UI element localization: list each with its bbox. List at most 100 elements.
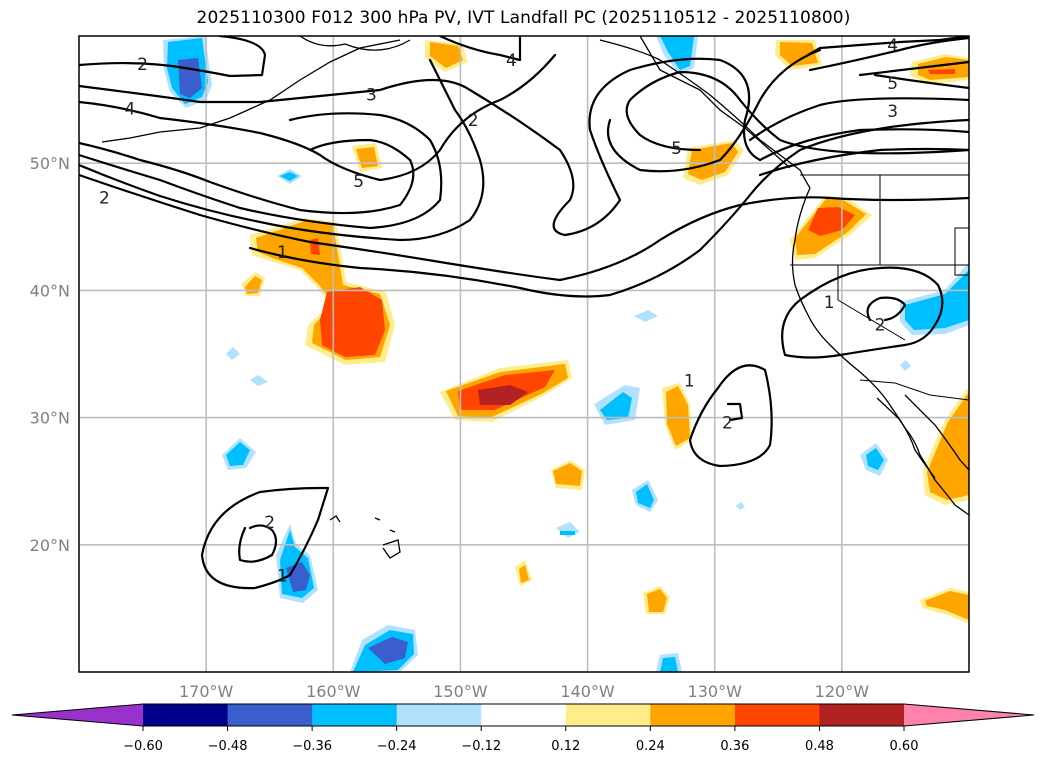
coastline (101, 39, 401, 143)
colorbar-tick-label: 0.12 (551, 739, 580, 754)
pv-contour (606, 48, 822, 173)
colorbar-extend-max (904, 704, 1034, 726)
lat-tick-label: 40°N (30, 281, 70, 300)
colorbar-segment (227, 704, 313, 726)
pv-contour (438, 36, 522, 62)
ivt-shade-p2-34 (519, 565, 529, 583)
pv-contour (688, 364, 773, 468)
pv-contour (726, 402, 744, 422)
contour-label: 1 (277, 243, 288, 263)
coastline (904, 394, 969, 471)
colorbar-tick-label: 0.60 (890, 739, 919, 754)
ivt-shade-n2-63 (660, 657, 678, 672)
lon-tick-label: 140°W (560, 682, 615, 701)
ivt-shade-n2-46 (866, 448, 884, 470)
lon-tick-label: 170°W (179, 682, 234, 701)
ivt-shade-p2-36 (647, 589, 667, 612)
contour-label: 5 (887, 74, 898, 94)
pv-contour (758, 147, 969, 177)
colorbar-segment (650, 704, 736, 726)
pv-contour-labels: 2 3 4 5 2 1 4 2 5 4 5 3 1 2 1 2 2 1 (99, 36, 898, 586)
pv-contour (806, 36, 969, 57)
lat-tick-label: 50°N (30, 154, 70, 173)
contour-label: 2 (468, 111, 479, 131)
contour-label: 1 (684, 372, 695, 392)
latitude-axis: 50°N 40°N 30°N 20°N (30, 154, 70, 555)
pv-contour (79, 173, 969, 282)
ivt-shade-p3-19 (928, 69, 955, 74)
colorbar: −0.60 −0.48 −0.36 −0.24 −0.12 0.12 0.24 0.36 0.4… (11, 703, 1035, 754)
colorbar-tick-label: −0.36 (292, 739, 332, 754)
pv-contour (758, 128, 969, 162)
contour-label: 2 (264, 513, 275, 533)
coastline (639, 36, 791, 169)
colorbar-tick-label: 0.24 (636, 739, 665, 754)
ivt-shade-n2-4 (660, 36, 694, 70)
colorbar-extend-min (12, 704, 143, 726)
colorbar-tick-label: −0.12 (461, 739, 501, 754)
contour-label: 2 (137, 55, 148, 75)
colorbar-tick-label: 0.36 (720, 739, 749, 754)
contour-label: 1 (277, 566, 288, 586)
ivt-shade-p3-24 (808, 207, 855, 236)
pv-contours-layer (79, 36, 969, 590)
pv-contour (808, 36, 969, 72)
ivt-shade-n1-49 (556, 522, 580, 538)
lat-tick-label: 20°N (30, 536, 70, 555)
plot-frame (78, 35, 970, 673)
contour-label: 1 (824, 293, 835, 313)
ivt-shade-n1-51 (634, 310, 658, 322)
contour-label: 5 (353, 172, 364, 192)
pv-contour (79, 53, 557, 182)
ivt-shade-p2-30 (553, 463, 582, 486)
colorbar-tick-label: −0.48 (208, 739, 248, 754)
lon-tick-label: 120°W (815, 682, 870, 701)
contour-label: 3 (887, 102, 898, 122)
ivt-shade-n1-66 (900, 360, 911, 371)
ivt-shade-n2-44 (636, 484, 654, 508)
pv-contour (781, 266, 944, 359)
lat-tick-label: 30°N (30, 409, 70, 428)
pv-contour (248, 118, 969, 298)
state-border (859, 379, 969, 401)
pv-contour (79, 58, 485, 242)
coastline (599, 39, 811, 189)
ivt-shade-p2-32 (666, 386, 690, 446)
contour-label: 2 (875, 316, 886, 336)
state-border (954, 227, 969, 276)
ivt-shade-p3-7 (320, 287, 385, 357)
contour-label: 4 (506, 51, 517, 71)
pv-contour (858, 60, 969, 77)
contour-label: 3 (366, 86, 377, 106)
ivt-shade-p2-40 (927, 392, 969, 500)
ivt-shade-n2-42 (600, 392, 632, 420)
lon-tick-label: 130°W (688, 682, 743, 701)
colorbar-tick-label: −0.24 (377, 739, 417, 754)
colorbar-segment (481, 704, 567, 726)
coastline (329, 515, 341, 523)
ivt-shade-n2-55 (280, 172, 298, 181)
colorbar-tick-label: −0.60 (123, 739, 163, 754)
ivt-shade-p2-14 (430, 42, 463, 68)
ivt-shading-layer (163, 36, 969, 672)
colorbar-segment (734, 704, 820, 726)
ivt-shade-n2-48 (226, 442, 250, 466)
longitude-axis: 170°W 160°W 150°W 140°W 130°W 120°W (179, 682, 869, 701)
colorbar-segment (819, 704, 905, 726)
colorbar-segment (565, 704, 651, 726)
pv-contour (873, 73, 969, 90)
pv-contour (238, 524, 278, 563)
colorbar-segment (312, 704, 398, 726)
ivt-shade-n3-61 (368, 637, 408, 664)
contour-label: 2 (99, 189, 110, 209)
lon-tick-label: 160°W (306, 682, 361, 701)
ivt-shade-n2-65 (905, 270, 969, 330)
ivt-shade-p2-10 (245, 276, 262, 294)
pv-contour (79, 112, 443, 230)
colorbar-segment (143, 704, 229, 726)
coastline (876, 397, 936, 479)
ivt-shade-p2-16 (780, 42, 818, 66)
pv-contour (79, 138, 415, 215)
pv-contour (866, 296, 907, 322)
